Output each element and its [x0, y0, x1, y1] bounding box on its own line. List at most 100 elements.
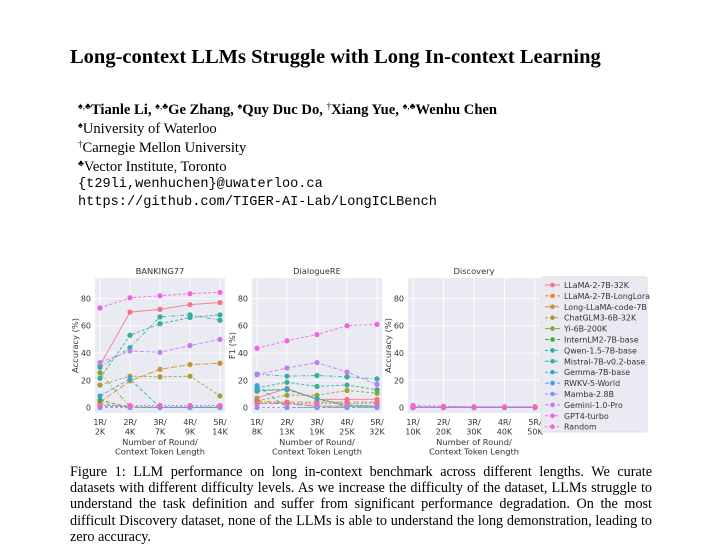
y-axis-label: F1 (%): [227, 332, 237, 359]
data-point: [254, 404, 260, 411]
legend-label: Yi-6B-200K: [563, 325, 608, 334]
affiliation-mark: ♠: [78, 120, 83, 130]
figure-1: 0 20 40 60 80 1R/2K 2R/4K 3R/7K 4R/9K 5R/14K BANKI…: [70, 266, 650, 457]
y-tick-label: 20: [238, 376, 248, 385]
x-tick-label: 4R/: [183, 418, 197, 427]
data-point: [157, 366, 163, 372]
legend-entry: LLaMA-2-7B-32K: [545, 281, 630, 290]
x-tick-label: 5R/: [213, 418, 227, 427]
data-point: [127, 295, 133, 301]
chart-title: BANKING77: [136, 266, 185, 276]
data-point: [97, 359, 103, 366]
legend-marker: [550, 304, 555, 310]
data-point: [284, 387, 290, 393]
y-tick-label: 20: [81, 376, 91, 385]
y-tick-label: 80: [394, 294, 404, 303]
x-tick-label: 5R/: [370, 418, 384, 427]
author-name: Tianle Li,: [90, 102, 152, 118]
x-axis-label: Number of Round/: [122, 437, 198, 447]
data-point: [217, 289, 223, 295]
legend-label: Gemini-1.0-Pro: [564, 401, 623, 410]
data-point: [187, 402, 193, 409]
legend-marker: [550, 359, 555, 364]
data-point: [157, 293, 163, 299]
x-tick-label: 4K: [125, 428, 136, 437]
data-point: [187, 312, 193, 318]
x-tick-label: 4R/: [498, 418, 512, 427]
chart-title: Discovery: [454, 266, 495, 276]
series-Long-LLaMA-code-7B: [97, 360, 223, 405]
data-point: [254, 383, 260, 389]
legend-entry: Gemini-1.0-Pro: [545, 401, 623, 410]
x-axis-label: Number of Round/: [279, 437, 355, 447]
y-tick-label: 0: [86, 404, 91, 413]
x-tick-label: 3R/: [467, 418, 481, 427]
affiliation: †Carnegie Mellon University: [78, 139, 246, 157]
data-point: [157, 402, 163, 409]
legend-label: Mistral-7B-v0.2-base: [564, 357, 645, 366]
data-point: [97, 364, 103, 370]
data-point: [532, 404, 538, 410]
legend-label: Mamba-2.8B: [564, 390, 614, 399]
data-point: [314, 396, 320, 402]
series-line: [99, 372, 220, 409]
y-tick-label: 40: [238, 349, 248, 358]
affiliation: ♠University of Waterloo: [78, 120, 217, 138]
author-list: ♠,♣Tianle Li, ♠,♣Ge Zhang, ♠Quy Duc Do, …: [78, 101, 497, 119]
legend-label: InternLM2-7B-base: [564, 336, 639, 345]
data-point: [374, 381, 380, 387]
data-point: [284, 373, 290, 379]
author: †Xiang Yue,: [327, 101, 399, 118]
paper-title: Long-context LLMs Struggle with Long In-…: [70, 46, 601, 68]
data-point: [254, 345, 260, 351]
legend-marker: [550, 391, 555, 397]
data-point: [314, 383, 320, 390]
author-name: Quy Duc Do,: [242, 102, 323, 118]
legend-marker: [550, 413, 555, 419]
data-point: [97, 305, 103, 311]
data-point: [284, 404, 290, 411]
chart-2: 0 20 40 60 80 1R/10K 2R/20K 3R/30K 4R/40K 5R/50K D…: [383, 266, 543, 457]
y-tick-label: 40: [394, 349, 404, 358]
x-tick-label: 9K: [185, 428, 196, 437]
data-point: [217, 317, 223, 323]
x-tick-label: 2R/: [280, 418, 294, 427]
y-tick-label: 20: [394, 376, 404, 385]
legend-label: LLaMA-2-7B-LongLora: [564, 292, 650, 301]
data-point: [217, 393, 223, 399]
data-point: [284, 338, 290, 344]
repo-url[interactable]: https://github.com/TIGER-AI-Lab/LongICLB…: [78, 195, 437, 210]
data-point: [187, 291, 193, 297]
y-tick-label: 60: [81, 322, 91, 331]
legend-entry: Qwen-1.5-7B-base: [545, 346, 637, 355]
legend-box: [540, 276, 648, 433]
legend-label: Gemma-7B-base: [564, 368, 630, 377]
author-name: Wenhu Chen: [415, 102, 498, 118]
data-point: [374, 376, 380, 382]
y-tick-label: 80: [238, 294, 248, 303]
data-point: [97, 370, 103, 376]
y-axis-label: Accuracy (%): [70, 318, 80, 373]
figure-caption: Figure 1: LLM performance on long in-con…: [70, 464, 652, 545]
x-axis-label: Context Token Length: [429, 447, 519, 457]
author-marks: ♠,♣: [155, 101, 169, 111]
data-point: [127, 376, 133, 382]
data-point: [97, 402, 103, 409]
data-point: [157, 349, 163, 355]
series-Gemini-1.0-Pro: [254, 359, 380, 387]
data-point: [97, 397, 103, 403]
x-tick-label: 32K: [369, 428, 385, 437]
data-point: [314, 372, 320, 379]
legend-marker: [550, 424, 555, 430]
y-axis-label: Accuracy (%): [383, 318, 393, 373]
legend-entry: Mamba-2.8B: [545, 390, 614, 399]
x-tick-label: 2K: [95, 428, 106, 437]
y-tick-label: 80: [81, 294, 91, 303]
email: {t29li,wenhuchen}@uwaterloo.ca: [78, 177, 323, 192]
data-point: [374, 387, 380, 393]
legend-label: GPT4-turbo: [564, 412, 609, 421]
data-point: [284, 379, 290, 385]
data-point: [217, 360, 223, 366]
series-GPT4-turbo: [97, 289, 223, 311]
legend-marker: [550, 315, 555, 321]
